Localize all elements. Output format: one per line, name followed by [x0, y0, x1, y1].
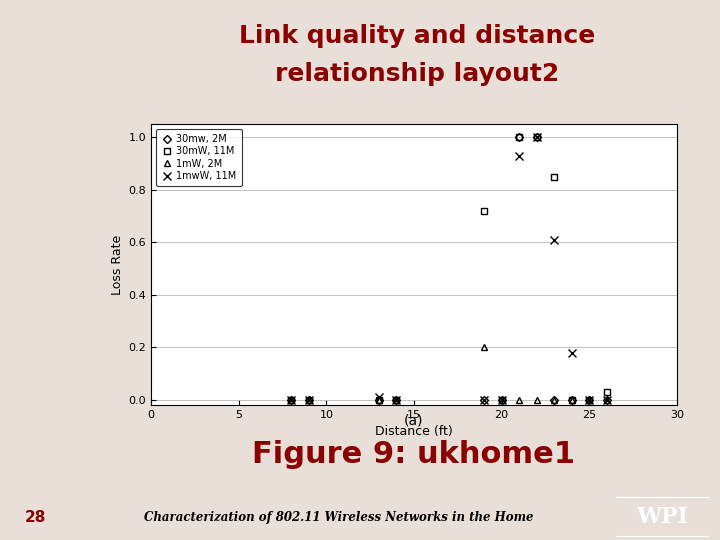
30mW, 11M [585, 396, 593, 403]
30mW, 11M [498, 396, 506, 403]
1mW, 2M [480, 344, 488, 350]
1mwW, 11M [603, 396, 611, 403]
1mwW, 11M [515, 152, 523, 159]
Y-axis label: Loss Rate: Loss Rate [112, 234, 125, 295]
1mW, 2M [532, 396, 541, 403]
30mw, 2M [515, 134, 523, 140]
30mw, 2M [392, 396, 401, 403]
Text: relationship layout2: relationship layout2 [276, 62, 559, 86]
30mW, 11M [305, 396, 313, 403]
1mW, 2M [392, 396, 401, 403]
30mw, 2M [480, 396, 488, 403]
30mW, 11M [287, 396, 296, 403]
30mW, 11M [567, 396, 576, 403]
1mW, 2M [585, 396, 593, 403]
30mW, 11M [480, 207, 488, 214]
1mwW, 11M [550, 237, 559, 243]
Legend: 30mw, 2M, 30mW, 11M, 1mW, 2M, 1mwW, 11M: 30mw, 2M, 30mW, 11M, 1mW, 2M, 1mwW, 11M [156, 129, 242, 186]
1mwW, 11M [585, 396, 593, 403]
30mW, 11M [603, 389, 611, 395]
30mW, 11M [532, 134, 541, 140]
30mW, 11M [515, 134, 523, 140]
30mw, 2M [305, 396, 313, 403]
1mwW, 11M [567, 349, 576, 356]
Text: 28: 28 [25, 510, 47, 525]
1mwW, 11M [374, 394, 383, 400]
1mwW, 11M [392, 396, 401, 403]
Line: 30mW, 11M: 30mW, 11M [288, 134, 610, 403]
1mW, 2M [305, 396, 313, 403]
30mW, 11M [392, 396, 401, 403]
30mw, 2M [374, 396, 383, 403]
Line: 1mW, 2M: 1mW, 2M [288, 344, 610, 403]
Text: Characterization of 802.11 Wireless Networks in the Home: Characterization of 802.11 Wireless Netw… [144, 511, 533, 524]
Text: WPI: WPI [636, 506, 688, 528]
1mW, 2M [603, 396, 611, 403]
1mW, 2M [374, 396, 383, 403]
1mwW, 11M [480, 396, 488, 403]
1mW, 2M [498, 396, 506, 403]
30mW, 11M [374, 396, 383, 403]
30mw, 2M [603, 396, 611, 403]
30mw, 2M [550, 396, 559, 403]
1mW, 2M [550, 396, 559, 403]
30mw, 2M [585, 396, 593, 403]
Text: Figure 9: ukhome1: Figure 9: ukhome1 [253, 440, 575, 469]
Line: 30mw, 2M: 30mw, 2M [289, 134, 610, 402]
1mwW, 11M [287, 396, 296, 403]
1mW, 2M [515, 396, 523, 403]
Text: (a): (a) [404, 413, 424, 427]
30mw, 2M [567, 396, 576, 403]
1mwW, 11M [498, 396, 506, 403]
30mw, 2M [287, 396, 296, 403]
X-axis label: Distance (ft): Distance (ft) [375, 426, 453, 438]
Text: Link quality and distance: Link quality and distance [240, 24, 595, 48]
1mW, 2M [287, 396, 296, 403]
Line: 1mwW, 11M: 1mwW, 11M [287, 133, 611, 404]
30mw, 2M [532, 134, 541, 140]
30mw, 2M [498, 396, 506, 403]
30mW, 11M [550, 173, 559, 180]
1mwW, 11M [305, 396, 313, 403]
1mwW, 11M [532, 134, 541, 140]
1mW, 2M [567, 396, 576, 403]
